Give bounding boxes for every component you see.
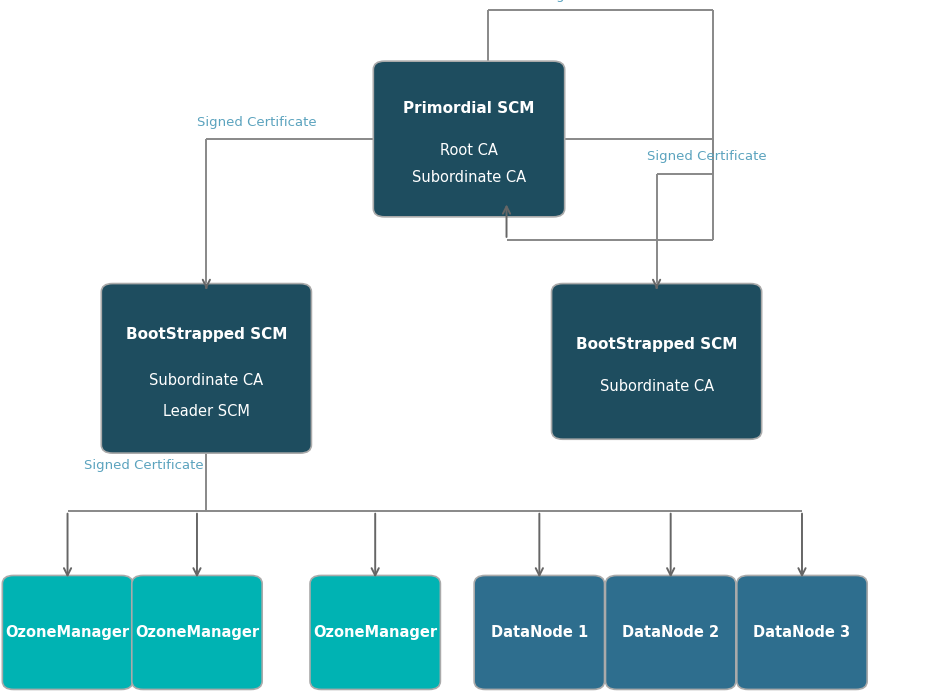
- Text: BootStrapped SCM: BootStrapped SCM: [126, 327, 287, 342]
- Text: Signed Certificate: Signed Certificate: [647, 150, 767, 163]
- Text: DataNode 3: DataNode 3: [753, 625, 851, 640]
- Text: Subordinate CA: Subordinate CA: [149, 373, 264, 388]
- Text: BootStrapped SCM: BootStrapped SCM: [576, 337, 737, 352]
- Text: Leader SCM: Leader SCM: [163, 404, 250, 418]
- FancyBboxPatch shape: [474, 575, 604, 689]
- FancyBboxPatch shape: [373, 61, 565, 217]
- Text: Primordial SCM: Primordial SCM: [403, 101, 535, 116]
- FancyBboxPatch shape: [552, 284, 762, 439]
- Text: Signed Certificate: Signed Certificate: [544, 0, 664, 2]
- FancyBboxPatch shape: [605, 575, 735, 689]
- Text: OzoneManager: OzoneManager: [135, 625, 259, 640]
- FancyBboxPatch shape: [737, 575, 867, 689]
- Text: OzoneManager: OzoneManager: [313, 625, 437, 640]
- Text: Subordinate CA: Subordinate CA: [599, 379, 714, 394]
- FancyBboxPatch shape: [131, 575, 262, 689]
- FancyBboxPatch shape: [2, 575, 133, 689]
- FancyBboxPatch shape: [101, 284, 311, 453]
- FancyBboxPatch shape: [310, 575, 441, 689]
- Text: DataNode 2: DataNode 2: [622, 625, 719, 640]
- Text: Subordinate CA: Subordinate CA: [412, 170, 526, 186]
- Text: Signed Certificate: Signed Certificate: [197, 115, 317, 129]
- Text: DataNode 1: DataNode 1: [491, 625, 588, 640]
- Text: Root CA: Root CA: [440, 142, 498, 158]
- Text: Signed Certificate: Signed Certificate: [84, 459, 204, 472]
- Text: OzoneManager: OzoneManager: [6, 625, 129, 640]
